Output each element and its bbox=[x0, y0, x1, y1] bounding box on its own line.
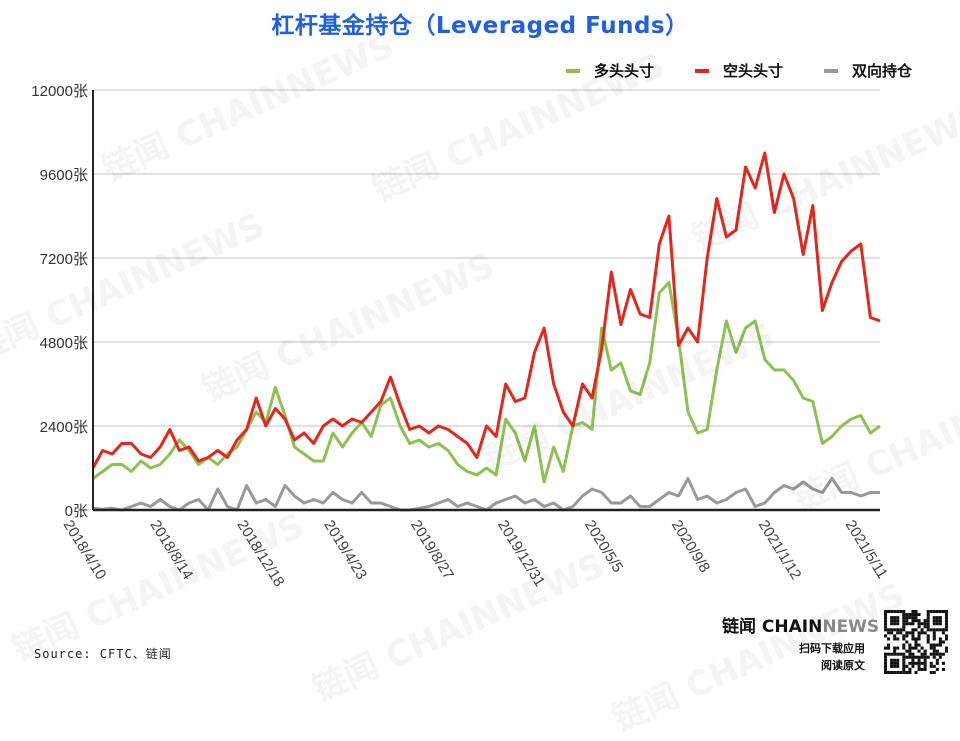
y-tick-label: 9600张 bbox=[40, 167, 88, 184]
x-tick-label: 2018/8/14 bbox=[146, 517, 196, 583]
series-line-0 bbox=[93, 283, 880, 483]
read-original-text: 阅读原文 bbox=[821, 657, 865, 673]
x-tick-label: 2019/4/23 bbox=[320, 517, 370, 583]
y-tick-label: 4800张 bbox=[40, 335, 88, 352]
y-tick-label: 2400张 bbox=[40, 419, 88, 436]
source-note: Source: CFTC、链闻 bbox=[34, 645, 172, 662]
series-line-2 bbox=[93, 479, 880, 511]
y-tick-label: 0张 bbox=[65, 503, 88, 520]
line-chart: 0张 2400张 4800张 7200张 9600张 12000张 2018/4/10 201… bbox=[0, 0, 960, 687]
qr-code[interactable] bbox=[884, 610, 948, 674]
x-tick-label: 2019/8/27 bbox=[407, 517, 457, 583]
x-tick-label: 2019/12/31 bbox=[494, 517, 548, 590]
x-tick-label: 2020/9/8 bbox=[668, 517, 713, 576]
series-line-1 bbox=[93, 153, 880, 468]
y-tick-label: 7200张 bbox=[40, 251, 88, 268]
y-tick-label: 12000张 bbox=[31, 83, 88, 100]
brand-cn: 链闻 bbox=[722, 617, 762, 637]
x-tick-label: 2018/4/10 bbox=[60, 517, 110, 583]
download-text: 扫码下载应用 bbox=[799, 640, 865, 656]
x-tick-label: 2020/5/5 bbox=[581, 517, 626, 576]
brand-logo: 链闻 CHAINNEWS bbox=[722, 612, 879, 637]
brand-chain: CHAIN bbox=[762, 617, 822, 637]
brand-news: NEWS bbox=[822, 617, 879, 637]
x-tick-label: 2018/12/18 bbox=[233, 517, 287, 590]
x-tick-label: 2021/5/11 bbox=[842, 517, 891, 582]
x-tick-label: 2021/1/12 bbox=[755, 517, 805, 583]
